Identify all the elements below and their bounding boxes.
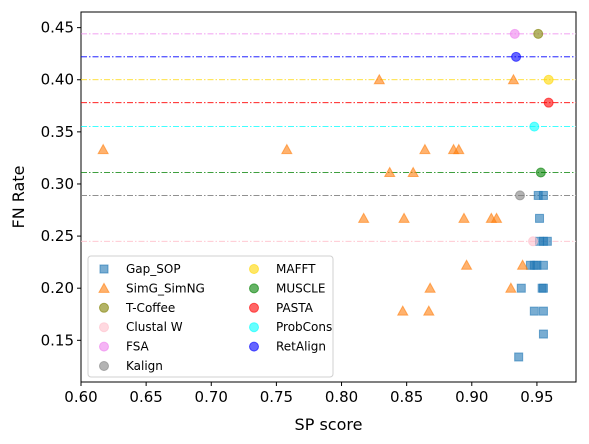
data-point-gap-sop [542, 236, 552, 246]
data-point-simg-simng [280, 143, 293, 155]
data-point-simg-simng [460, 259, 473, 270]
legend-label: ProbCons [276, 320, 332, 334]
x-tick-label: 0.65 [129, 388, 162, 406]
legend-marker [249, 341, 259, 352]
x-tick-label: 0.75 [260, 388, 293, 406]
legend-marker [249, 322, 259, 333]
data-point-gap-sop [529, 260, 539, 270]
legend-label: MAFFT [276, 262, 316, 276]
data-point-gap-sop [533, 190, 543, 200]
x-tick-label: 0.85 [390, 388, 423, 406]
legend-marker [98, 282, 110, 293]
data-point-kalign [514, 190, 525, 201]
y-tick-label: 0.20 [41, 279, 74, 297]
data-point-simg-simng [490, 212, 503, 223]
x-tick-label: 0.95 [520, 388, 553, 406]
legend-label: PASTA [276, 301, 314, 315]
data-point-gap-sop [538, 306, 548, 316]
x-axis: 0.60 0.65 0.70 0.75 0.80 0.85 0.90 0.95 [64, 382, 554, 406]
data-point-gap-sop [514, 352, 524, 362]
legend-label: MUSCLE [276, 281, 325, 295]
data-point-simg-simng [419, 143, 431, 155]
data-point-gap-sop [538, 329, 548, 339]
y-tick-label: 0.15 [41, 331, 74, 349]
data-points [97, 28, 554, 362]
data-point-gap-sop [538, 260, 548, 270]
legend-marker [99, 264, 109, 274]
y-tick-label: 0.40 [41, 71, 74, 89]
legend-marker [99, 302, 109, 313]
legend-label: RetAlign [276, 340, 326, 354]
data-point-simg-simng [458, 212, 470, 223]
y-tick-label: 0.30 [41, 175, 74, 193]
data-point-simg-simng [424, 282, 436, 293]
legend-label: Kalign [126, 359, 163, 373]
x-tick-label: 0.60 [64, 388, 97, 406]
x-tick-label: 0.90 [455, 388, 488, 406]
legend-label: Gap_SOP [126, 262, 181, 276]
data-point-simg-simng [516, 259, 529, 270]
legend-marker [99, 361, 109, 371]
y-tick-label: 0.35 [41, 123, 74, 141]
data-point-pasta [543, 97, 554, 108]
data-point-simg-simng [452, 143, 465, 155]
data-point-simg-simng [97, 143, 109, 155]
y-axis: 0.15 0.20 0.25 0.30 0.35 0.40 0.45 [41, 19, 81, 349]
data-point-gap-sop [529, 306, 539, 316]
data-point-fsa [509, 28, 520, 39]
data-point-probcons [529, 121, 540, 132]
x-tick-label: 0.70 [195, 388, 228, 406]
legend: Gap_SOP SimG_SimNG T-Coffee Clustal W FSA Kal… [87, 255, 334, 378]
legend-marker [99, 322, 109, 333]
plot-area [80, 11, 577, 383]
legend-label: FSA [126, 340, 150, 354]
y-tick-label: 0.25 [41, 227, 74, 245]
data-point-simg-simng [407, 166, 420, 178]
legend-box [87, 255, 334, 378]
data-point-simg-simng [373, 73, 386, 85]
x-axis-title: SP score [295, 415, 363, 434]
data-point-gap-sop [535, 213, 545, 223]
legend-label: T-Coffee [125, 301, 175, 315]
data-point-gap-sop [516, 283, 526, 293]
x-tick-label: 0.80 [325, 388, 358, 406]
plot-frame [80, 11, 577, 383]
legend-marker [249, 264, 259, 274]
legend-marker [99, 341, 109, 352]
data-point-gap-sop [538, 283, 548, 293]
data-point-simg-simng [357, 212, 370, 223]
data-point-muscle [535, 167, 546, 178]
legend-label: SimG_SimNG [126, 281, 205, 295]
data-point-clustal-w [528, 236, 539, 247]
data-point-simg-simng [507, 73, 520, 85]
legend-label: Clustal W [126, 320, 183, 334]
y-axis-title: FN Rate [9, 166, 28, 229]
legend-marker [249, 283, 259, 294]
data-point-simg-simng [383, 166, 396, 178]
data-point-simg-simng [396, 305, 409, 316]
data-point-mafft [543, 74, 554, 85]
reference-lines [81, 33, 576, 242]
data-point-t-coffee [533, 28, 544, 39]
y-tick-label: 0.45 [41, 19, 74, 37]
data-point-simg-simng [422, 305, 435, 316]
legend-marker [249, 302, 259, 313]
data-point-simg-simng [505, 282, 517, 293]
data-point-simg-simng [398, 212, 410, 223]
data-point-retalign [511, 51, 522, 62]
